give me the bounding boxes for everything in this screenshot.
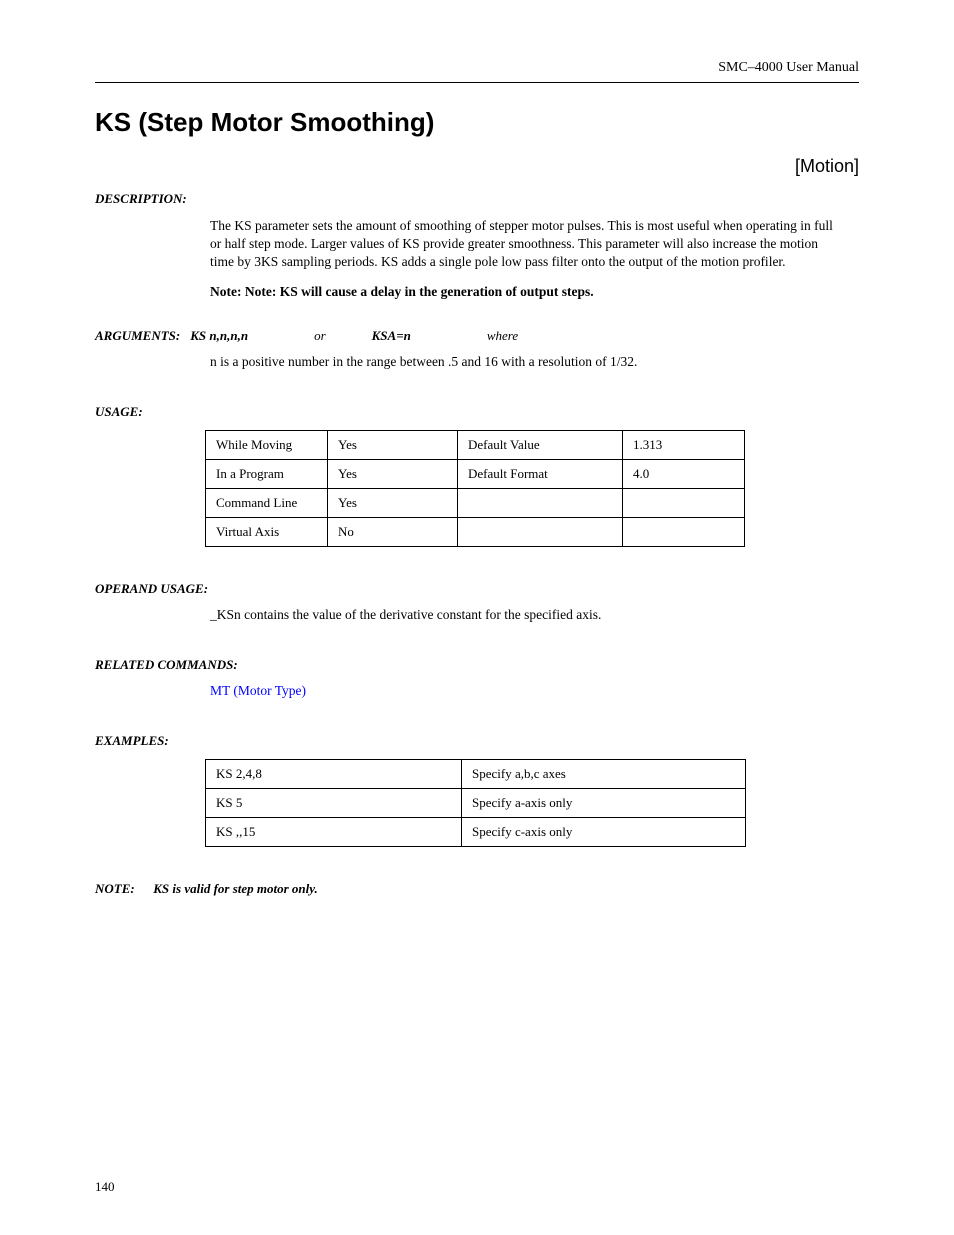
usage-cell: Yes — [328, 459, 458, 488]
table-row: KS 5 Specify a-axis only — [206, 788, 746, 817]
usage-table: While Moving Yes Default Value 1.313 In … — [205, 430, 745, 547]
usage-cell: In a Program — [206, 459, 328, 488]
usage-cell: Default Format — [458, 459, 623, 488]
usage-cell: Default Value — [458, 430, 623, 459]
example-cell: Specify c-axis only — [462, 817, 746, 846]
table-row: KS ,,15 Specify c-axis only — [206, 817, 746, 846]
page-title: KS (Step Motor Smoothing) — [95, 107, 859, 138]
operand-text: _KSn contains the value of the derivativ… — [210, 607, 859, 623]
header-rule — [95, 82, 859, 83]
usage-cell — [623, 517, 745, 546]
usage-cell — [458, 488, 623, 517]
footer-note-text: KS is valid for step motor only. — [153, 881, 318, 896]
footer-note-label: NOTE: — [95, 881, 150, 897]
usage-cell: 1.313 — [623, 430, 745, 459]
usage-cell: While Moving — [206, 430, 328, 459]
table-row: Command Line Yes — [206, 488, 745, 517]
description-label: DESCRIPTION: — [95, 191, 859, 207]
example-cell: Specify a,b,c axes — [462, 759, 746, 788]
arguments-where: where — [487, 328, 518, 344]
usage-cell: Yes — [328, 488, 458, 517]
usage-cell: Virtual Axis — [206, 517, 328, 546]
table-row: While Moving Yes Default Value 1.313 — [206, 430, 745, 459]
operand-label: OPERAND USAGE: — [95, 581, 859, 597]
examples-table: KS 2,4,8 Specify a,b,c axes KS 5 Specify… — [205, 759, 746, 847]
footer-note: NOTE: KS is valid for step motor only. — [95, 881, 859, 897]
usage-cell: Command Line — [206, 488, 328, 517]
usage-cell: No — [328, 517, 458, 546]
table-row: In a Program Yes Default Format 4.0 — [206, 459, 745, 488]
example-cell: Specify a-axis only — [462, 788, 746, 817]
related-link[interactable]: MT (Motor Type) — [210, 683, 859, 699]
command-category: [Motion] — [95, 156, 859, 177]
header-manual-name: SMC–4000 User Manual — [95, 60, 859, 76]
example-cell: KS ,,15 — [206, 817, 462, 846]
usage-cell: Yes — [328, 430, 458, 459]
description-note: Note: Note: KS will cause a delay in the… — [210, 284, 839, 300]
usage-cell — [458, 517, 623, 546]
arguments-alt: KSA=n — [372, 328, 411, 344]
example-cell: KS 5 — [206, 788, 462, 817]
arguments-desc: n is a positive number in the range betw… — [210, 354, 859, 370]
arguments-syntax: KS n,n,n,n — [190, 328, 248, 344]
usage-label: USAGE: — [95, 404, 859, 420]
usage-cell: 4.0 — [623, 459, 745, 488]
usage-cell — [623, 488, 745, 517]
examples-label: EXAMPLES: — [95, 733, 859, 749]
description-text: The KS parameter sets the amount of smoo… — [210, 217, 839, 272]
table-row: Virtual Axis No — [206, 517, 745, 546]
table-row: KS 2,4,8 Specify a,b,c axes — [206, 759, 746, 788]
arguments-row: ARGUMENTS: KS n,n,n,n or KSA=n where — [95, 328, 859, 344]
page-number: 140 — [95, 1179, 115, 1195]
related-label: RELATED COMMANDS: — [95, 657, 859, 673]
example-cell: KS 2,4,8 — [206, 759, 462, 788]
arguments-label: ARGUMENTS: — [95, 328, 180, 344]
arguments-or: or — [314, 328, 326, 344]
